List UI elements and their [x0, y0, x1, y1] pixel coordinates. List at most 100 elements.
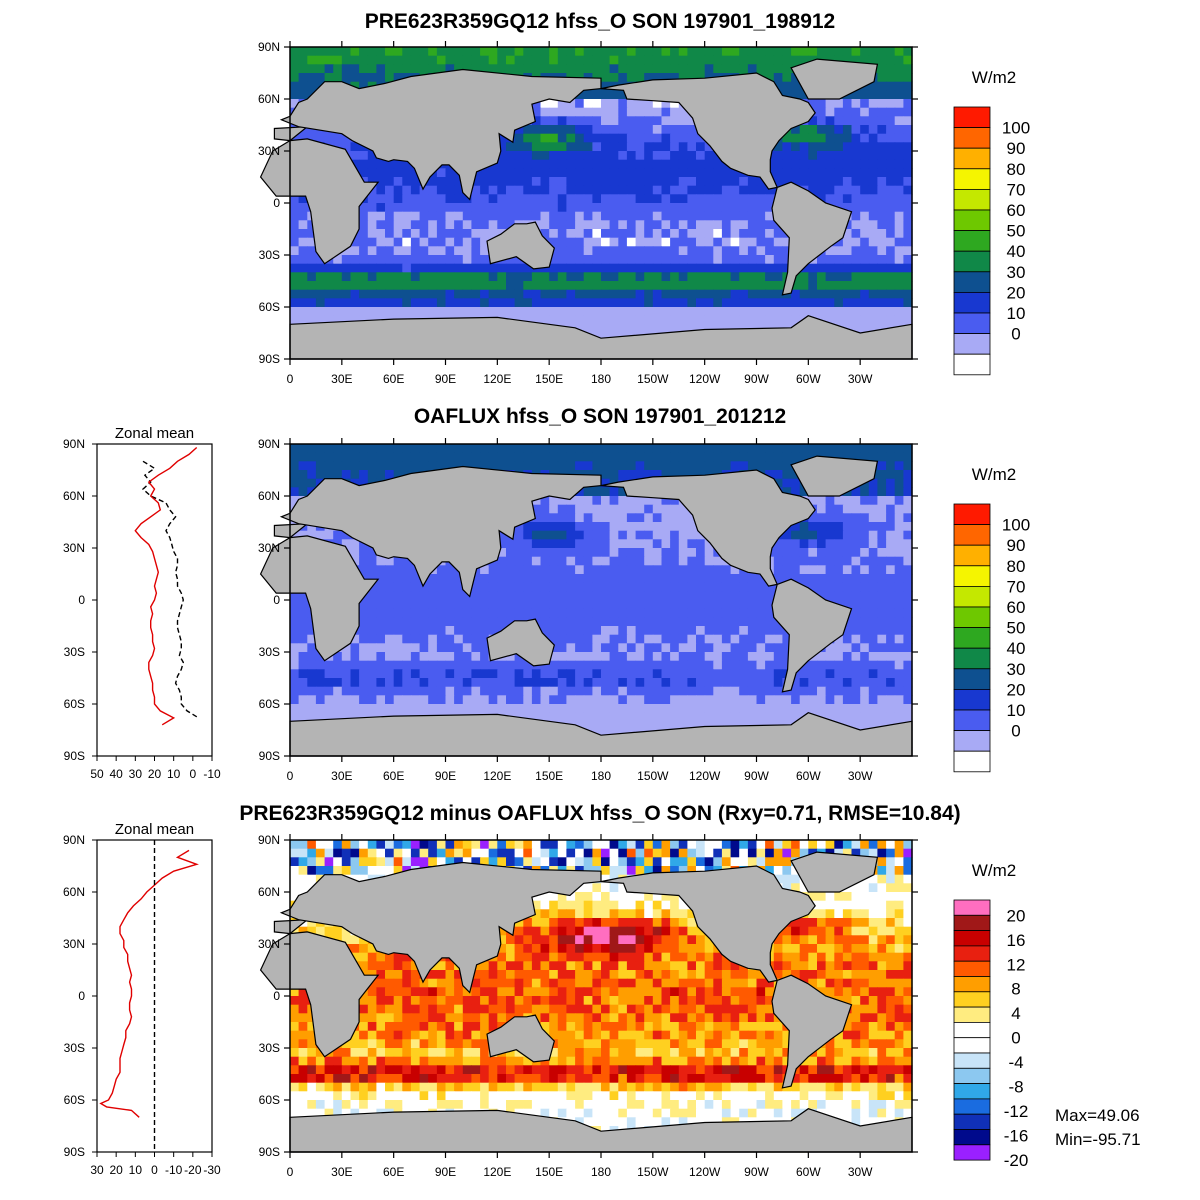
flux-cell — [410, 289, 421, 299]
flux-cell — [687, 461, 697, 471]
flux-cell — [670, 116, 680, 126]
flux-cell — [739, 246, 749, 256]
flux-cell — [333, 64, 343, 74]
flux-cell — [842, 548, 853, 558]
flux-cell — [601, 220, 611, 230]
flux-cell — [903, 626, 913, 636]
flux-cell — [385, 237, 395, 247]
flux-cell — [834, 151, 844, 161]
flux-cell — [566, 617, 576, 627]
flux-cell — [894, 272, 904, 282]
flux-cell — [834, 237, 844, 247]
flux-cell — [626, 237, 637, 247]
flux-cell — [557, 246, 567, 256]
flux-cell — [721, 444, 732, 454]
flux-cell — [592, 116, 602, 126]
flux-cell — [644, 203, 654, 213]
flux-cell — [903, 263, 913, 273]
flux-cell — [592, 125, 602, 135]
flux-cell — [471, 634, 481, 644]
flux-cell — [644, 55, 654, 65]
flux-cell — [445, 461, 455, 471]
colorbar-label: 80 — [1007, 160, 1026, 179]
flux-cell — [652, 133, 662, 143]
flux-cell — [592, 556, 602, 566]
flux-cell — [782, 47, 792, 57]
flux-cell — [626, 211, 637, 221]
flux-cell — [877, 194, 887, 204]
flux-cell — [894, 712, 904, 722]
flux-cell — [557, 530, 567, 540]
flux-cell — [480, 643, 490, 653]
flux-cell — [670, 246, 680, 256]
flux-cell — [514, 556, 524, 566]
flux-cell — [436, 220, 447, 230]
flux-cell — [791, 565, 801, 575]
lat-tick-label: 90S — [259, 352, 280, 366]
flux-cell — [635, 548, 645, 558]
flux-cell — [385, 73, 395, 83]
flux-cell — [635, 695, 645, 705]
flux-cell — [480, 678, 490, 688]
flux-cell — [670, 107, 680, 117]
flux-cell — [644, 307, 654, 317]
flux-cell — [436, 643, 447, 653]
flux-cell — [670, 530, 680, 540]
flux-cell — [773, 574, 783, 584]
flux-cell — [842, 678, 853, 688]
flux-cell — [462, 203, 472, 213]
flux-cell — [359, 452, 369, 462]
flux-cell — [661, 444, 671, 454]
flux-cell — [350, 556, 360, 566]
flux-cell — [782, 64, 792, 74]
flux-cell — [410, 634, 421, 644]
flux-cell — [687, 678, 697, 688]
flux-cell — [290, 652, 300, 662]
colorbar-box — [953, 353, 991, 376]
flux-cell — [436, 246, 447, 256]
flux-cell — [359, 151, 369, 161]
flux-cell — [419, 704, 429, 714]
flux-cell — [290, 686, 300, 696]
flux-cell — [635, 522, 645, 532]
flux-cell — [445, 263, 455, 273]
flux-cell — [410, 565, 421, 575]
flux-cell — [851, 133, 861, 143]
flux-cell — [454, 177, 464, 187]
flux-cell — [903, 64, 913, 74]
flux-cell — [747, 64, 758, 74]
flux-cell — [549, 272, 559, 282]
flux-cell — [635, 133, 645, 143]
flux-cell — [471, 444, 481, 454]
flux-cell — [626, 591, 637, 601]
flux-cell — [350, 315, 360, 325]
flux-cell — [618, 272, 628, 282]
flux-cell — [566, 565, 576, 575]
flux-cell — [886, 626, 896, 636]
flux-cell — [549, 695, 559, 705]
flux-cell — [903, 289, 913, 299]
flux-cell — [756, 203, 766, 213]
flux-cell — [601, 582, 611, 592]
flux-cell — [661, 669, 671, 679]
flux-cell — [549, 99, 559, 109]
flux-cell — [540, 704, 550, 714]
flux-cell — [324, 461, 334, 471]
flux-cell — [445, 678, 455, 688]
flux-cell — [359, 686, 369, 696]
flux-cell — [808, 539, 818, 549]
flux-cell — [601, 669, 611, 679]
flux-cell — [488, 64, 498, 74]
flux-cell — [704, 47, 714, 57]
flux-cell — [721, 582, 732, 592]
flux-cell — [583, 220, 593, 230]
flux-cell — [583, 307, 593, 317]
flux-cell — [687, 159, 697, 169]
flux-cell — [497, 185, 507, 195]
flux-cell — [661, 324, 671, 334]
flux-cell — [825, 315, 835, 325]
flux-cell — [557, 565, 567, 575]
flux-cell — [747, 237, 758, 247]
flux-cell — [549, 116, 559, 126]
flux-cell — [454, 660, 464, 670]
